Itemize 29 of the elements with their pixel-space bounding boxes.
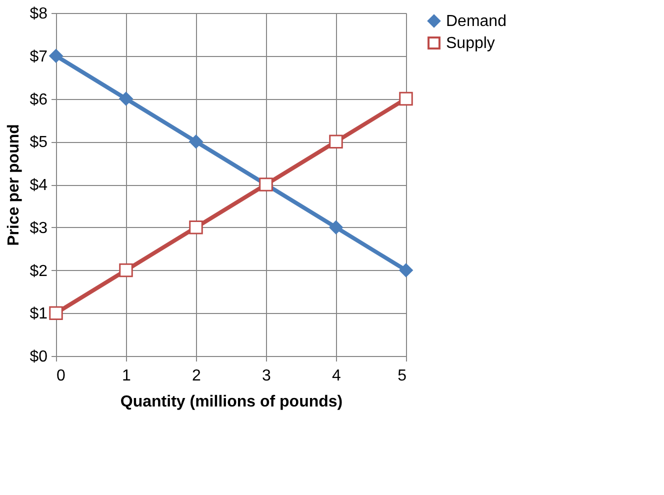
y-axis-title: Price per pound	[6, 124, 23, 246]
y-tick-label: $3	[30, 220, 48, 237]
point	[49, 49, 63, 63]
x-tick-label: 3	[262, 368, 272, 384]
x-axis-title: Quantity (millions of pounds)	[120, 394, 343, 410]
point	[49, 306, 63, 320]
point	[399, 92, 413, 106]
x-tick-label: 2	[192, 368, 202, 384]
point	[119, 92, 133, 106]
y-tick-label: $4	[30, 177, 48, 194]
point	[189, 220, 203, 234]
x-tick-label: 0	[56, 368, 66, 384]
point	[119, 263, 133, 278]
y-tick-label: $6	[30, 91, 48, 108]
x-tick-label: 5	[398, 368, 407, 384]
y-tick-label: $7	[30, 48, 48, 66]
y-tick-label: $1	[30, 306, 48, 323]
y-tick-label: $8	[30, 6, 48, 22]
legend-label: Demand	[446, 13, 506, 30]
point	[329, 220, 343, 234]
x-tick-label: 4	[332, 368, 342, 384]
y-tick-label: $2	[30, 262, 48, 280]
y-tick-label: $0	[30, 348, 48, 366]
x-tick-label: 1	[122, 368, 132, 384]
point	[189, 134, 203, 148]
legend-label: Supply	[446, 35, 495, 52]
point	[329, 134, 343, 148]
point	[399, 263, 413, 278]
y-tick-label: $5	[30, 134, 48, 152]
